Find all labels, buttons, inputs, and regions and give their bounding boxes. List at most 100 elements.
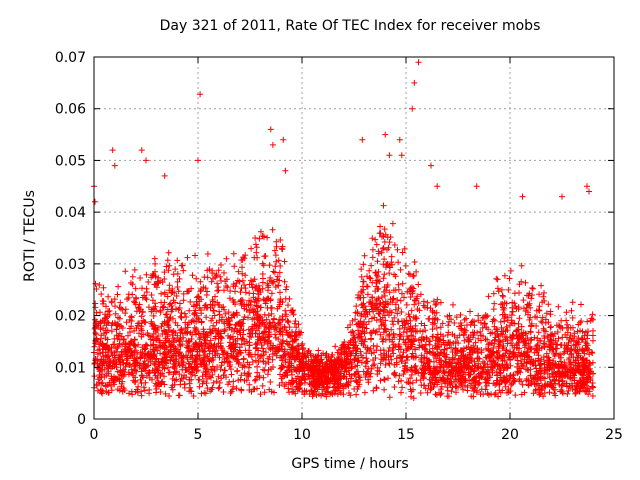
data-point — [116, 387, 123, 394]
data-point — [127, 329, 133, 336]
data-point — [238, 350, 245, 356]
data-point — [532, 345, 539, 352]
data-point — [183, 352, 190, 359]
data-point — [242, 289, 249, 296]
data-point — [510, 353, 517, 360]
data-point — [260, 358, 267, 365]
data-point — [396, 372, 403, 379]
data-point — [275, 257, 282, 264]
data-point — [369, 254, 376, 261]
data-point — [169, 382, 176, 389]
data-point — [210, 307, 217, 314]
data-point — [100, 353, 107, 360]
data-point — [413, 268, 420, 275]
data-point — [245, 364, 252, 371]
data-point — [277, 329, 284, 336]
data-point — [589, 350, 596, 356]
data-point — [230, 281, 237, 288]
data-point — [381, 256, 388, 263]
data-point — [91, 316, 98, 323]
data-point — [295, 342, 302, 349]
data-point — [203, 368, 210, 375]
data-point — [491, 357, 497, 364]
data-point — [177, 327, 184, 334]
data-point — [421, 322, 428, 329]
data-point — [148, 292, 155, 298]
data-point — [95, 351, 101, 358]
data-point — [220, 389, 227, 395]
data-point — [498, 286, 505, 293]
data-point — [252, 376, 259, 383]
data-point — [529, 292, 535, 298]
data-point — [379, 245, 386, 252]
data-point — [410, 395, 417, 402]
data-point — [560, 350, 567, 357]
data-point — [378, 249, 385, 256]
data-point — [491, 337, 498, 344]
data-point — [328, 365, 335, 372]
data-point — [506, 373, 513, 380]
data-point — [165, 324, 172, 331]
data-point — [416, 342, 423, 349]
data-point — [557, 351, 564, 358]
data-point — [412, 362, 419, 369]
data-point — [478, 374, 485, 381]
data-point — [439, 374, 446, 381]
data-point — [134, 351, 141, 357]
data-point — [195, 157, 201, 164]
data-point — [270, 268, 277, 275]
data-point — [448, 388, 455, 395]
data-point — [190, 365, 197, 372]
data-point — [508, 340, 515, 346]
data-point — [145, 304, 152, 311]
data-point — [377, 377, 384, 384]
data-point — [204, 251, 211, 257]
data-point — [348, 363, 355, 370]
y-tick-label: 0 — [77, 412, 86, 428]
data-point — [159, 279, 166, 286]
data-point — [221, 287, 227, 294]
data-point — [402, 339, 408, 346]
data-point — [501, 318, 508, 325]
data-point — [159, 304, 166, 311]
data-point — [468, 382, 474, 389]
plot-frame — [93, 56, 615, 420]
data-point — [368, 303, 375, 310]
data-point — [171, 290, 178, 296]
data-point — [357, 348, 364, 355]
data-point — [286, 295, 293, 302]
data-point — [240, 355, 247, 362]
data-point — [224, 350, 231, 357]
data-point — [187, 298, 194, 305]
data-point — [176, 338, 183, 345]
data-point — [536, 368, 543, 374]
data-point — [104, 381, 111, 388]
data-point — [383, 261, 390, 268]
data-point — [505, 286, 512, 293]
data-point — [289, 377, 296, 384]
data-point — [363, 350, 370, 357]
data-point — [380, 329, 387, 336]
data-point — [242, 340, 248, 347]
data-point — [575, 335, 582, 341]
data-point — [589, 383, 596, 390]
data-point — [281, 323, 288, 330]
data-point — [152, 344, 159, 351]
data-point — [559, 377, 566, 384]
data-point — [259, 345, 266, 352]
data-point — [519, 193, 526, 200]
data-point — [355, 320, 362, 327]
data-point — [426, 348, 433, 355]
data-point — [524, 301, 531, 308]
data-point — [444, 313, 451, 320]
data-point — [175, 350, 182, 357]
data-point — [451, 320, 458, 326]
data-point — [284, 317, 291, 324]
data-point — [537, 367, 544, 374]
data-point — [516, 281, 523, 288]
data-point — [449, 356, 456, 363]
data-point — [504, 317, 511, 324]
data-point — [106, 362, 113, 369]
data-point — [293, 367, 300, 374]
data-point — [266, 320, 273, 327]
